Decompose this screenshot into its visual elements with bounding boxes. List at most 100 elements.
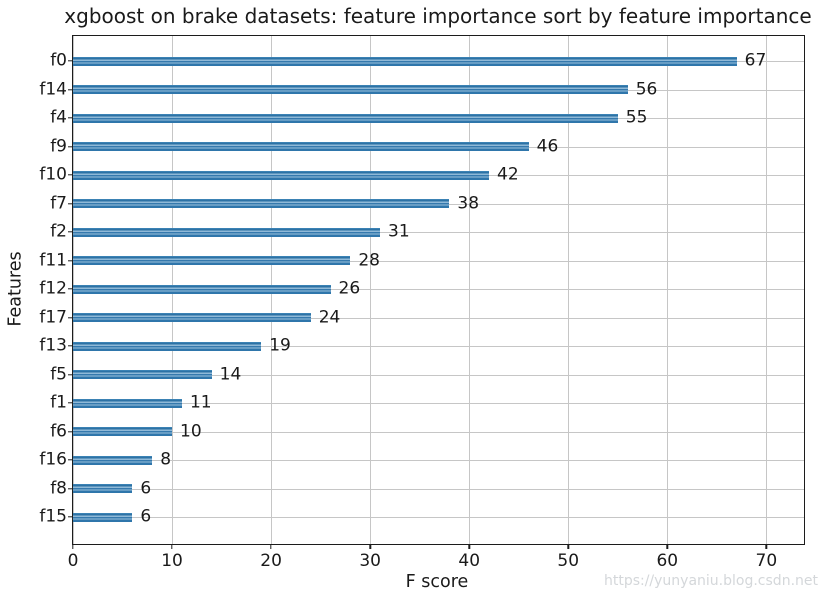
x-tick-mark: [567, 545, 569, 550]
y-tick-mark: [67, 402, 72, 404]
y-tick-label: f12: [39, 278, 67, 299]
y-tick-label: f13: [39, 335, 67, 356]
y-tick-label: f9: [50, 136, 67, 156]
x-tick-mark: [270, 545, 272, 550]
bar-value-label: 11: [189, 392, 212, 413]
v-gridline: [469, 36, 471, 544]
bar-value-label: 19: [269, 335, 291, 356]
bar-f11: [73, 256, 351, 265]
y-tick-mark: [67, 430, 72, 433]
h-gridline: [73, 403, 804, 404]
y-tick-label: f7: [50, 193, 67, 213]
y-tick-mark: [67, 231, 72, 233]
bar-value-label: 24: [318, 307, 341, 327]
bar-f12: [73, 284, 331, 294]
y-tick-label: f6: [50, 421, 67, 441]
x-tick-label: 10: [161, 551, 183, 571]
v-gridline: [568, 36, 570, 544]
y-tick-label: f4: [50, 107, 67, 128]
x-tick-mark: [72, 545, 74, 550]
bar-value-label: 6: [140, 506, 152, 527]
h-gridline: [73, 517, 804, 518]
bar-f5: [73, 370, 212, 379]
bar-value-label: 42: [497, 164, 519, 185]
x-tick-mark: [369, 545, 371, 550]
y-tick-mark: [67, 487, 72, 490]
y-tick-mark: [67, 60, 72, 62]
bar-value-label: 38: [457, 193, 480, 213]
x-tick-mark: [171, 545, 173, 550]
bar-f7: [73, 199, 450, 208]
y-tick-mark: [67, 288, 72, 290]
bar-value-label: 14: [219, 364, 242, 384]
bar-value-label: 31: [388, 221, 410, 242]
y-tick-label: f17: [39, 307, 67, 327]
v-gridline: [667, 36, 669, 544]
bar-value-label: 28: [358, 250, 380, 270]
bar-value-label: 46: [536, 136, 559, 156]
y-tick-label: f11: [39, 250, 67, 270]
x-tick-label: 70: [755, 551, 778, 571]
v-gridline: [370, 36, 372, 544]
h-gridline: [73, 346, 804, 347]
y-axis-label: Features: [5, 251, 26, 327]
y-tick-mark: [67, 516, 72, 518]
bar-f4: [73, 113, 618, 123]
bar-value-label: 8: [160, 449, 172, 470]
h-gridline: [73, 260, 804, 262]
bar-f15: [73, 512, 133, 522]
y-tick-mark: [67, 459, 72, 461]
h-gridline: [73, 431, 804, 433]
h-gridline: [73, 460, 804, 461]
y-tick-label: f15: [39, 506, 67, 527]
y-tick-label: f1: [50, 392, 67, 413]
x-tick-label: 40: [458, 551, 481, 571]
y-tick-mark: [67, 174, 72, 176]
x-tick-label: 30: [359, 551, 381, 571]
x-tick-mark: [765, 545, 768, 550]
y-tick-label: f10: [39, 164, 67, 185]
y-tick-label: f16: [39, 449, 67, 470]
y-tick-label: f2: [50, 221, 67, 242]
bar-value-label: 67: [744, 50, 767, 71]
bar-value-label: 26: [338, 278, 361, 299]
y-tick-label: f0: [50, 50, 67, 71]
chart-title: xgboost on brake datasets: feature impor…: [64, 4, 812, 28]
h-gridline: [73, 374, 804, 376]
y-tick-label: f8: [50, 478, 67, 498]
bar-f1: [73, 398, 182, 408]
x-tick-label: 60: [656, 551, 679, 571]
bar-f2: [73, 227, 381, 237]
bar-f0: [73, 56, 737, 66]
bar-f10: [73, 170, 490, 180]
x-tick-label: 20: [260, 551, 282, 571]
plot-area: 0 10 20 30 40 50 60 70 f0 67 f14 56 f4 55 f9 46 f10 42 f7 3…: [39, 35, 805, 570]
y-tick-label: f14: [39, 79, 67, 99]
bar-f13: [73, 341, 262, 351]
x-tick-label: 50: [557, 551, 580, 571]
y-tick-mark: [67, 145, 72, 148]
v-gridline: [766, 36, 768, 544]
y-tick-mark: [67, 88, 72, 91]
bar-value-label: 10: [180, 421, 202, 441]
h-gridline: [73, 289, 804, 290]
bar-f16: [73, 455, 153, 465]
bar-f9: [73, 142, 529, 151]
y-tick-mark: [67, 202, 72, 205]
h-gridline: [73, 488, 804, 490]
bar-f6: [73, 427, 173, 436]
y-tick-mark: [67, 373, 72, 376]
bar-f17: [73, 313, 311, 322]
y-tick-mark: [67, 259, 72, 262]
bar-value-label: 6: [140, 478, 152, 498]
h-gridline: [73, 317, 804, 319]
y-tick-mark: [67, 316, 72, 319]
y-tick-mark: [67, 345, 72, 347]
x-axis-label: F score: [405, 572, 469, 592]
bar-value-label: 56: [635, 79, 658, 99]
bar-value-label: 55: [625, 107, 648, 128]
x-tick-mark: [666, 545, 668, 550]
x-tick-mark: [468, 545, 470, 550]
bar-f14: [73, 85, 628, 94]
